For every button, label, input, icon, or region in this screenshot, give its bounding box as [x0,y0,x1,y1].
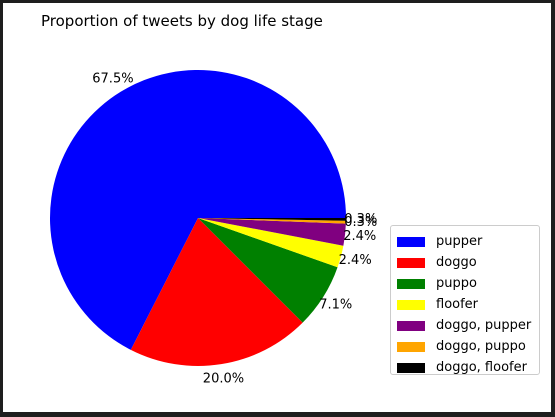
percent-label: 2.4% [343,229,376,244]
legend-label: doggo [436,255,477,270]
pie-slice-doggo [130,218,303,367]
legend: pupper doggo puppo floofer doggo, pupper dogg… [390,225,540,375]
percent-label: 2.4% [339,253,372,268]
legend-item: doggo, floofer [397,357,533,378]
legend-label: doggo, floofer [436,360,527,375]
legend-item: doggo [397,252,533,273]
percent-label: 0.3% [344,212,377,227]
legend-item: puppo [397,273,533,294]
legend-label: floofer [436,297,479,312]
legend-label: doggo, puppo [436,339,526,354]
legend-swatch [397,299,425,310]
chart-frame: Proportion of tweets by dog life stage 6… [3,3,551,412]
chart-title: Proportion of tweets by dog life stage [41,12,323,30]
pie-chart: Proportion of tweets by dog life stage 6… [41,12,377,387]
legend-item: pupper [397,231,533,252]
pie-slice-pupper [49,70,346,350]
legend-label: pupper [436,234,483,249]
legend-swatch [397,341,425,352]
legend-item: floofer [397,294,533,315]
legend-label: doggo, pupper [436,318,532,333]
legend-swatch [397,257,425,268]
legend-swatch [397,278,425,289]
pie-slice-doggo-floofer [198,218,346,221]
percent-label: 0.3% [344,215,377,230]
pie-slice-floofer [198,218,344,268]
percent-label: 7.1% [319,297,352,312]
percent-label: 67.5% [92,72,133,87]
percent-label: 20.0% [203,371,244,386]
legend-item: doggo, puppo [397,336,533,357]
pie-slice-puppo [198,218,338,323]
slices-group [49,70,346,367]
legend-label: puppo [436,276,477,291]
legend-swatch [397,320,425,331]
pie-slice-doggo-pupper [198,218,346,246]
legend-item: doggo, pupper [397,315,533,336]
pie-slice-doggo-puppo [198,218,346,224]
legend-swatch [397,362,425,373]
percent-labels-group: 67.5%20.0%7.1%2.4%2.4%0.3%0.3% [92,72,377,387]
legend-swatch [397,236,425,247]
